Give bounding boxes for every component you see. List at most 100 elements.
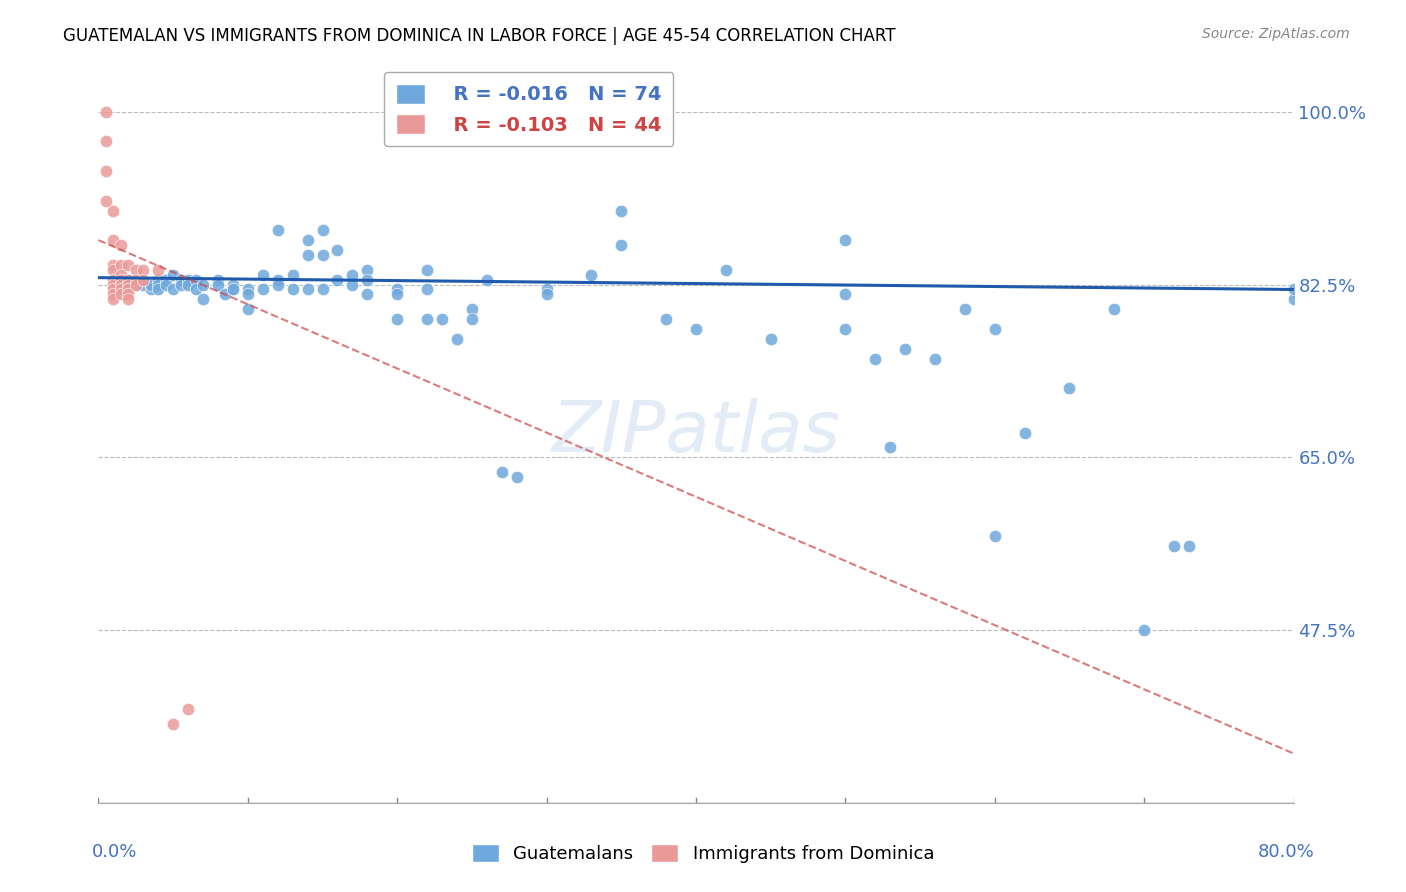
- Point: [267, 272, 290, 286]
- Point: [252, 268, 274, 282]
- Point: [222, 283, 245, 297]
- Point: [356, 272, 378, 286]
- Point: [117, 258, 139, 272]
- Point: [536, 283, 558, 297]
- Point: [342, 268, 364, 282]
- Point: [177, 272, 200, 286]
- Point: [281, 268, 304, 282]
- Point: [326, 272, 349, 286]
- Point: [103, 283, 125, 297]
- Point: [103, 233, 125, 247]
- Point: [475, 272, 498, 286]
- Text: 80.0%: 80.0%: [1258, 843, 1315, 861]
- Point: [1059, 381, 1081, 395]
- Point: [103, 293, 125, 307]
- Point: [94, 135, 117, 149]
- Point: [110, 283, 132, 297]
- Point: [94, 164, 117, 178]
- Point: [416, 283, 439, 297]
- Point: [103, 272, 125, 286]
- Point: [148, 283, 170, 297]
- Point: [281, 283, 304, 297]
- Point: [1133, 623, 1156, 637]
- Point: [834, 233, 856, 247]
- Point: [117, 272, 139, 286]
- Point: [110, 277, 132, 292]
- Point: [222, 277, 245, 292]
- Point: [191, 293, 214, 307]
- Point: [103, 258, 125, 272]
- Text: GUATEMALAN VS IMMIGRANTS FROM DOMINICA IN LABOR FORCE | AGE 45-54 CORRELATION CH: GUATEMALAN VS IMMIGRANTS FROM DOMINICA I…: [63, 27, 896, 45]
- Legend:   R = -0.016   N = 74,   R = -0.103   N = 44: R = -0.016 N = 74, R = -0.103 N = 44: [384, 72, 673, 146]
- Point: [117, 283, 139, 297]
- Point: [148, 262, 170, 277]
- Point: [1178, 539, 1201, 553]
- Point: [311, 248, 333, 262]
- Point: [416, 262, 439, 277]
- Point: [110, 272, 132, 286]
- Point: [984, 529, 1007, 543]
- Point: [148, 272, 170, 286]
- Point: [162, 716, 184, 731]
- Point: [1104, 302, 1126, 317]
- Point: [894, 342, 917, 356]
- Point: [461, 312, 484, 326]
- Point: [1163, 539, 1185, 553]
- Point: [1014, 425, 1036, 440]
- Point: [191, 277, 214, 292]
- Point: [125, 277, 148, 292]
- Point: [342, 277, 364, 292]
- Point: [356, 262, 378, 277]
- Point: [297, 233, 319, 247]
- Point: [177, 702, 200, 716]
- Point: [132, 272, 155, 286]
- Point: [132, 272, 155, 286]
- Point: [103, 262, 125, 277]
- Point: [132, 277, 155, 292]
- Point: [139, 283, 162, 297]
- Point: [1282, 283, 1305, 297]
- Point: [125, 262, 148, 277]
- Text: 0.0%: 0.0%: [91, 843, 136, 861]
- Point: [125, 272, 148, 286]
- Point: [222, 283, 245, 297]
- Point: [834, 322, 856, 336]
- Point: [125, 277, 148, 292]
- Point: [110, 238, 132, 252]
- Point: [984, 322, 1007, 336]
- Point: [117, 293, 139, 307]
- Point: [1282, 293, 1305, 307]
- Point: [139, 277, 162, 292]
- Point: [311, 283, 333, 297]
- Point: [385, 287, 409, 301]
- Text: Source: ZipAtlas.com: Source: ZipAtlas.com: [1202, 27, 1350, 41]
- Point: [536, 287, 558, 301]
- Text: ZIPatlas: ZIPatlas: [551, 398, 841, 467]
- Point: [446, 332, 468, 346]
- Point: [117, 272, 139, 286]
- Point: [103, 287, 125, 301]
- Point: [416, 312, 439, 326]
- Point: [714, 262, 737, 277]
- Point: [148, 277, 170, 292]
- Point: [267, 223, 290, 237]
- Point: [169, 277, 191, 292]
- Point: [385, 312, 409, 326]
- Point: [110, 287, 132, 301]
- Point: [117, 277, 139, 292]
- Point: [267, 277, 290, 292]
- Point: [252, 283, 274, 297]
- Point: [236, 283, 259, 297]
- Point: [356, 287, 378, 301]
- Point: [326, 243, 349, 257]
- Point: [236, 287, 259, 301]
- Point: [184, 283, 207, 297]
- Point: [655, 312, 678, 326]
- Point: [110, 268, 132, 282]
- Point: [110, 258, 132, 272]
- Point: [155, 272, 177, 286]
- Point: [385, 283, 409, 297]
- Point: [491, 465, 513, 479]
- Point: [117, 287, 139, 301]
- Point: [169, 272, 191, 286]
